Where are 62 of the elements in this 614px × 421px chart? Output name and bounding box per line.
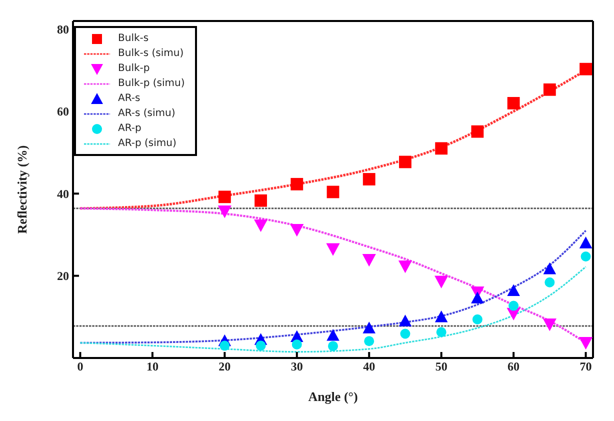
point (364, 336, 374, 346)
point (435, 142, 448, 155)
point (471, 292, 484, 304)
point (254, 194, 267, 207)
point (254, 219, 268, 232)
point (256, 340, 266, 351)
point (544, 277, 555, 288)
point (542, 318, 556, 332)
point (543, 262, 556, 274)
x-tick-label: 20 (218, 360, 231, 374)
point (218, 205, 232, 218)
point (507, 96, 520, 110)
point (579, 236, 592, 248)
y-tick-label: 40 (57, 186, 69, 201)
y-tick-label: 20 (57, 269, 69, 284)
point (398, 260, 412, 274)
legend-label: Bulk-s (simu) (118, 48, 184, 59)
point (326, 243, 340, 256)
x-tick-label: 70 (580, 360, 592, 374)
x-tick-label: 50 (435, 360, 448, 374)
legend-label: AR-s (simu) (118, 108, 176, 119)
x-tick-label: 30 (290, 360, 303, 374)
point (290, 178, 304, 190)
point (290, 224, 304, 237)
point (326, 186, 340, 198)
point (436, 327, 446, 338)
point (218, 190, 231, 204)
legend-label: AR-s (118, 93, 140, 104)
x-tick-label: 60 (508, 360, 520, 374)
legend-label: Bulk-p (118, 63, 150, 74)
point (472, 314, 482, 324)
legend-label: AR-p (118, 123, 142, 134)
point (362, 254, 376, 267)
point (292, 339, 302, 350)
point (580, 251, 591, 262)
line-series (79, 266, 587, 353)
point (328, 341, 338, 352)
point (220, 340, 230, 351)
point (400, 328, 410, 339)
y-axis-title: Reflectivity (%) (14, 145, 30, 234)
legend-label: Bulk-s (118, 33, 149, 44)
y-tick-label: 80 (57, 22, 69, 36)
legend-label: Bulk-p (simu) (118, 78, 185, 89)
point (434, 310, 448, 322)
point (434, 276, 448, 288)
point (471, 125, 484, 138)
point (543, 83, 556, 96)
point (508, 300, 519, 311)
x-axis-title: Angle (°) (308, 389, 358, 404)
legend-label: AR-p (simu) (118, 138, 176, 149)
point (362, 322, 376, 334)
point (578, 336, 593, 350)
point (580, 62, 592, 76)
y-tick-label: 60 (57, 104, 69, 119)
point (362, 173, 376, 186)
point (326, 328, 340, 341)
point (507, 284, 520, 296)
x-tick-label: 40 (363, 360, 376, 374)
x-tick-label: 0 (77, 360, 84, 374)
point (399, 156, 412, 168)
x-tick-label: 10 (146, 360, 158, 374)
point (398, 314, 412, 326)
